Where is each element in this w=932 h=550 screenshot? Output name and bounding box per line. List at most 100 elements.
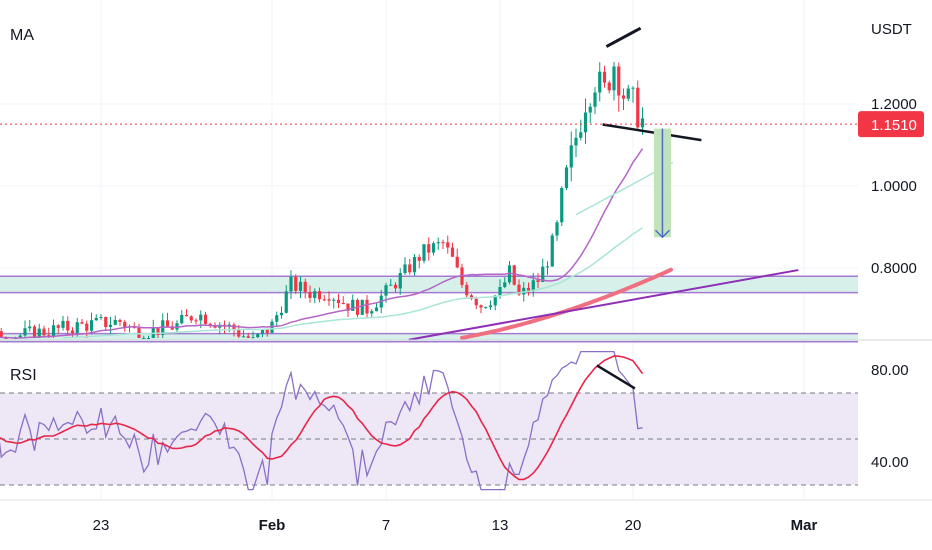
candle-body <box>170 326 174 330</box>
candle-body <box>408 264 412 273</box>
candle-body <box>303 281 307 292</box>
rsi-axis: 80.00 40.00 <box>871 362 909 471</box>
price-tick-label: 0.8000 <box>871 260 917 277</box>
candle-body <box>89 320 94 331</box>
ma-slow-line <box>62 227 643 339</box>
candle-body <box>574 137 578 146</box>
candle-body <box>474 298 478 306</box>
rsi-ma-line <box>0 355 644 481</box>
candle-body <box>332 299 336 301</box>
candle-body <box>370 311 374 314</box>
candle-body <box>640 118 645 128</box>
candle-body <box>493 295 497 306</box>
candle-body <box>484 307 488 309</box>
candle-body <box>564 167 569 188</box>
candle-body <box>99 316 103 318</box>
candle-body <box>275 315 279 322</box>
candle-body <box>588 106 592 113</box>
candle-body <box>517 284 521 295</box>
candle-body <box>75 322 79 334</box>
rsi-tick-label: 80.00 <box>871 362 909 379</box>
candle-body <box>479 305 483 308</box>
candle-body <box>313 291 317 299</box>
candle-body <box>488 305 493 308</box>
candle-body <box>298 281 303 291</box>
candle-body <box>498 287 502 296</box>
candle-body <box>227 324 231 327</box>
candle-body <box>526 287 531 291</box>
candle-body <box>241 336 246 338</box>
candle-body <box>336 299 341 304</box>
candle-body <box>113 319 117 325</box>
candle-body <box>232 324 236 331</box>
candle-body <box>47 335 51 337</box>
candle-body <box>531 280 535 291</box>
candle-body <box>365 299 369 314</box>
support-zone <box>0 276 858 293</box>
candle-body <box>389 284 393 286</box>
candle-body <box>446 242 450 248</box>
rsi-panel <box>0 350 858 491</box>
candle-body <box>61 320 65 328</box>
candle-body <box>37 328 41 338</box>
candle-body <box>541 266 545 282</box>
x-tick-label: 20 <box>625 517 642 534</box>
candle-body <box>621 95 626 99</box>
candle-body <box>636 87 640 128</box>
candle-body <box>422 244 426 261</box>
candle-body <box>569 145 573 168</box>
candle-body <box>165 320 170 327</box>
x-tick-label: Mar <box>791 517 818 534</box>
candle-body <box>626 88 630 99</box>
candle-body <box>237 330 241 337</box>
price-panel-title: MA <box>10 27 34 44</box>
candle-body <box>289 276 293 292</box>
candle-body <box>66 320 70 331</box>
candle-body <box>465 284 469 296</box>
candle-body <box>85 323 89 331</box>
candle-body <box>469 295 474 299</box>
rsi-line <box>0 350 643 491</box>
candle-body <box>598 71 602 93</box>
candle-body <box>560 187 564 223</box>
candle-body <box>156 327 160 335</box>
candle-body <box>104 316 108 328</box>
rsi-tick-label: 40.00 <box>871 454 909 471</box>
candle-body <box>579 132 583 138</box>
x-tick-label: 7 <box>382 517 390 534</box>
candle-body <box>51 325 56 337</box>
price-tick-label: 1.2000 <box>871 96 917 113</box>
candle-body <box>123 321 127 328</box>
candle-body <box>593 92 597 107</box>
candle-body <box>322 299 326 301</box>
price-axis: 1.2000 1.0000 0.8000 1.1510 <box>858 96 924 277</box>
candle-body <box>550 235 554 267</box>
candle-body <box>583 112 588 133</box>
x-axis: 23 Feb 7 13 20 Mar <box>93 517 818 534</box>
candle-body <box>70 330 75 334</box>
price-tick-label: 1.0000 <box>871 178 917 195</box>
candle-body <box>32 326 37 338</box>
candle-body <box>279 312 284 316</box>
candle-body <box>180 314 184 324</box>
candle-body <box>441 242 445 244</box>
x-tick-label: 23 <box>93 517 110 534</box>
candle-body <box>56 325 60 328</box>
candle-body <box>142 338 146 339</box>
candle-body <box>246 336 250 338</box>
candle-body <box>555 222 559 236</box>
candle-body <box>403 264 407 273</box>
candle-body <box>607 82 611 91</box>
candle-body <box>308 291 312 299</box>
candle-body <box>146 338 151 339</box>
candle-body <box>346 303 350 311</box>
candle-body <box>450 247 455 257</box>
candle-body <box>436 242 440 244</box>
candle-body <box>80 322 84 324</box>
candle-body <box>265 329 269 334</box>
candle-body <box>374 307 379 312</box>
candle-body <box>384 285 388 296</box>
candle-body <box>94 317 98 321</box>
candle-body <box>256 333 260 338</box>
